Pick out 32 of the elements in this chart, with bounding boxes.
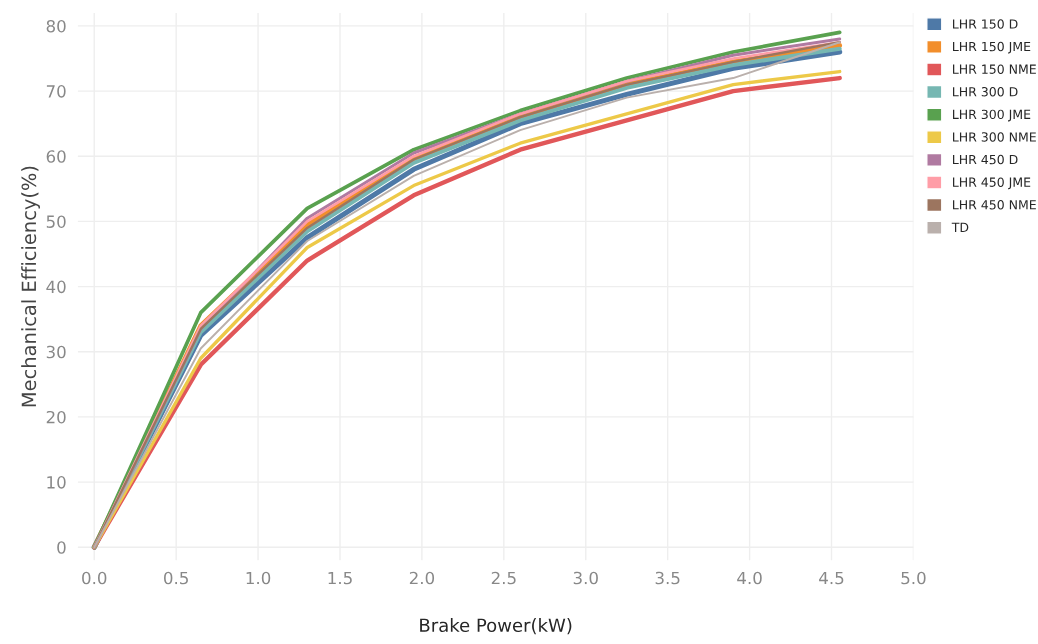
x-tick-label: 5.0: [901, 571, 926, 585]
x-tick-label: 4.0: [737, 571, 762, 585]
y-tick-label: 60: [46, 150, 66, 163]
y-tick-label: 70: [46, 85, 66, 98]
x-tick-label: 3.0: [573, 571, 598, 585]
legend-label: LHR 300 JME: [953, 109, 1031, 122]
legend-label: LHR 450 JME: [953, 177, 1031, 190]
x-tick-label: 0.0: [82, 571, 107, 585]
x-tick-label: 2.0: [409, 571, 435, 585]
legend-label: LHR 450 NME: [953, 200, 1036, 210]
x-tick-label: 3.5: [655, 571, 680, 585]
x-tick-label: 4.5: [819, 571, 844, 585]
legend-label: LHR 150 JME: [953, 41, 1031, 54]
x-tick-label: 1.0: [246, 571, 271, 585]
legend-label: TD: [951, 222, 969, 232]
legend-label: LHR 150 NME: [953, 64, 1036, 74]
x-tick-label: 0.5: [164, 571, 188, 585]
y-tick-label: 20: [46, 410, 66, 424]
legend-label: LHR 300 D: [953, 87, 1018, 97]
y-tick-label: 80: [46, 19, 66, 33]
y-tick-label: 50: [46, 215, 66, 228]
y-axis-title: Mechanical Efficiency(%): [21, 166, 40, 407]
y-tick-label: 40: [46, 280, 66, 294]
legend-label: LHR 150 D: [953, 19, 1018, 29]
x-axis-title: Brake Power(kW): [420, 618, 572, 635]
y-tick-label: 10: [47, 476, 66, 489]
x-tick-label: 1.5: [328, 571, 352, 585]
x-tick-label: 2.5: [491, 571, 516, 585]
legend-label: LHR 300 NME: [953, 132, 1036, 142]
legend-label: LHR 450 D: [953, 154, 1018, 165]
y-tick-label: 0: [57, 541, 66, 554]
y-tick-label: 30: [46, 345, 66, 359]
